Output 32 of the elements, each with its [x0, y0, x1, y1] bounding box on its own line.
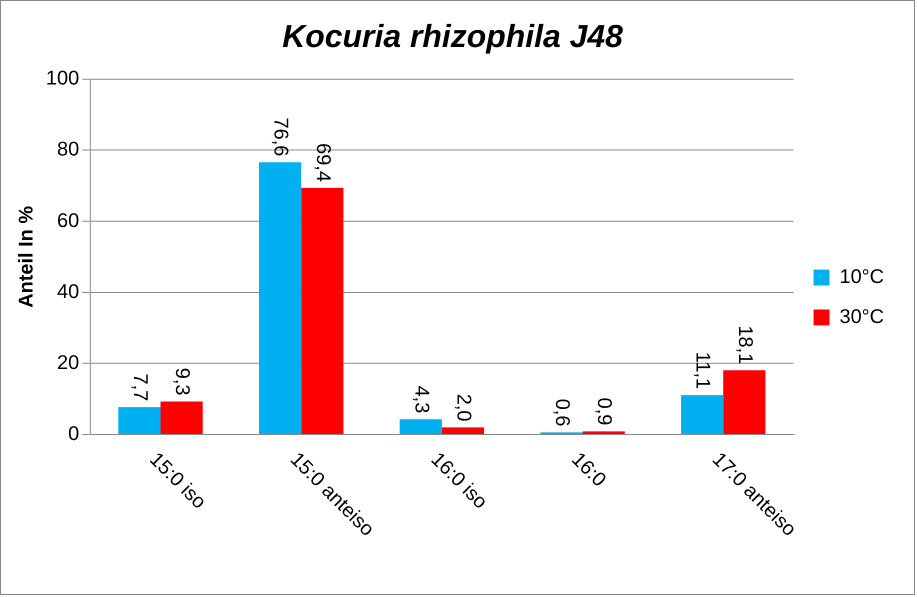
data-label: 0,6 [550, 398, 573, 426]
y-tick-label: 80 [56, 138, 80, 161]
bar [582, 431, 625, 434]
x-tick-label: 16:0 [567, 448, 610, 492]
bar [681, 395, 724, 434]
legend-label: 10°C [839, 266, 884, 288]
data-label: 4,3 [410, 386, 432, 414]
data-label: 76,6 [270, 118, 292, 156]
y-tick-label: 20 [56, 352, 80, 374]
y-tick-label: 40 [56, 280, 80, 303]
bar [258, 162, 302, 434]
bar [160, 401, 203, 434]
data-label: 7,7 [128, 373, 151, 402]
y-tick-label: 60 [56, 210, 80, 232]
bar [301, 188, 344, 434]
data-label: 69,4 [312, 143, 334, 182]
bar [442, 427, 484, 434]
x-tick-label: 16:0 iso [426, 448, 492, 514]
bar [118, 407, 161, 434]
chart-title: Kocuria rhizophila J48 [282, 18, 624, 54]
data-label: 11,1 [692, 352, 714, 390]
data-label: 9,3 [171, 368, 194, 396]
y-axis-title: Anteil In % [15, 206, 38, 308]
legend-label: 30°C [839, 306, 884, 328]
data-label: 2,0 [452, 394, 474, 422]
y-tick-label: 100 [46, 68, 80, 90]
data-label: 0,9 [593, 398, 616, 426]
bar [400, 419, 442, 434]
bar [723, 370, 766, 434]
data-label: 18,1 [734, 325, 756, 364]
x-tick-label: 15:0 iso [145, 448, 210, 514]
y-tick-label: 0 [68, 423, 80, 446]
